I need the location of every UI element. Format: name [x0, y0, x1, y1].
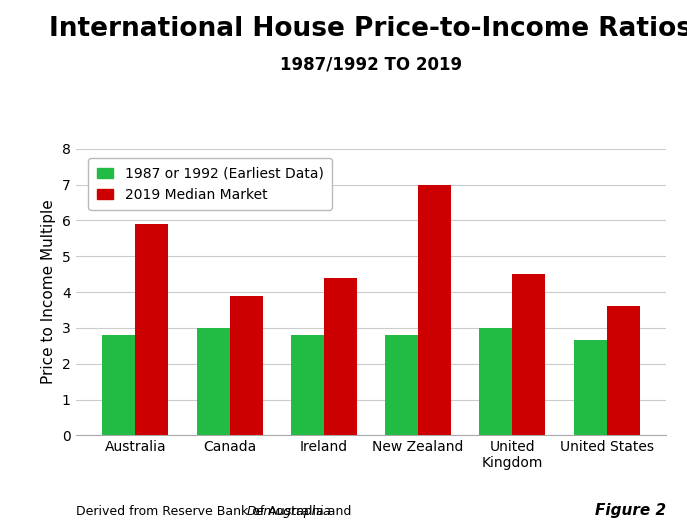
Bar: [324, 278, 357, 435]
Bar: [385, 335, 418, 435]
Bar: [513, 274, 545, 435]
Bar: [102, 335, 135, 435]
Bar: [480, 328, 513, 435]
Y-axis label: Price to Income Multiple: Price to Income Multiple: [41, 200, 56, 384]
Bar: [607, 306, 640, 435]
Bar: [229, 296, 262, 435]
Text: 1987/1992 TO 2019: 1987/1992 TO 2019: [280, 56, 462, 74]
Text: Demographia: Demographia: [247, 505, 332, 518]
Text: Derived from Reserve Bank of Australia and: Derived from Reserve Bank of Australia a…: [76, 505, 355, 518]
Bar: [574, 340, 607, 435]
Legend: 1987 or 1992 (Earliest Data), 2019 Median Market: 1987 or 1992 (Earliest Data), 2019 Media…: [89, 158, 332, 210]
Text: International House Price-to-Income Ratios: International House Price-to-Income Rati…: [49, 16, 687, 42]
Bar: [196, 328, 229, 435]
Bar: [418, 185, 451, 435]
Text: Figure 2: Figure 2: [595, 503, 666, 518]
Bar: [135, 224, 168, 435]
Bar: [291, 335, 324, 435]
